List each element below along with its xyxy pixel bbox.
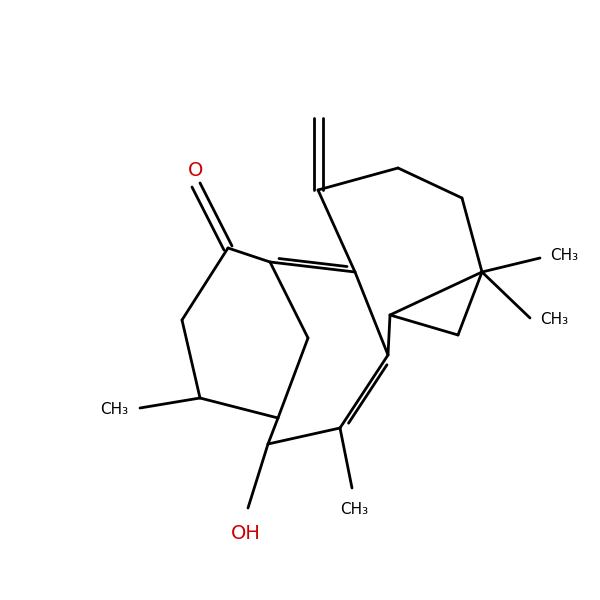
Text: OH: OH: [231, 524, 261, 543]
Text: O: O: [188, 161, 203, 181]
Text: CH₃: CH₃: [100, 403, 128, 418]
Text: CH₃: CH₃: [340, 502, 368, 517]
Text: CH₃: CH₃: [550, 248, 578, 263]
Text: CH₃: CH₃: [540, 313, 568, 328]
